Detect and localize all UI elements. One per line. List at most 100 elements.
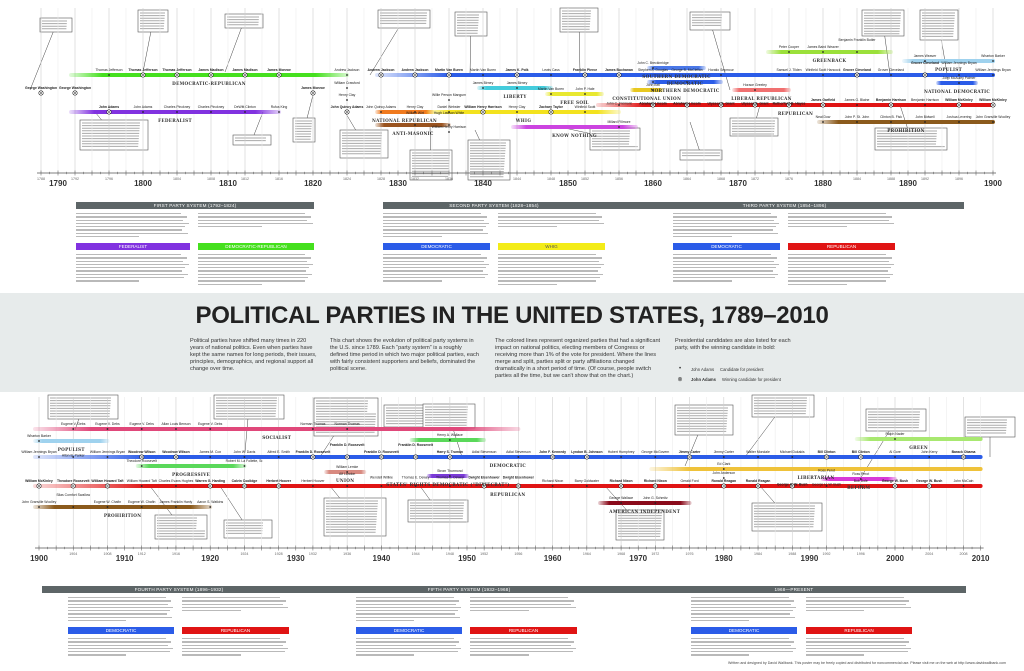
candidate-label: Winfield Scott	[575, 105, 596, 109]
axis-label-decade: 1990	[801, 554, 819, 563]
text-line	[691, 647, 796, 650]
candidate-label: Grover Cleveland	[878, 68, 904, 72]
party-tab-democratic: DEMOCRATIC	[383, 243, 490, 250]
candidate-label: John Anderson	[712, 471, 735, 475]
winning-candidate-label: Barack Obama	[952, 450, 976, 454]
party-label: DEMOCRATIC	[490, 463, 527, 468]
axis-label-year: 1956	[514, 552, 522, 556]
text-line	[788, 219, 889, 221]
text-line	[806, 600, 909, 602]
candidate-dot-icon: •	[678, 366, 682, 372]
candidate-dot-icon	[825, 478, 828, 480]
winner-cross-icon	[448, 455, 452, 459]
text-line	[691, 603, 791, 605]
text-line	[673, 219, 774, 221]
candidate-dot-icon	[924, 104, 926, 106]
axis-label-year: 1928	[275, 552, 283, 556]
text-line	[198, 280, 305, 282]
text-line	[673, 232, 778, 235]
candidate-dot-icon	[890, 121, 892, 123]
text-line	[76, 232, 188, 235]
candidate-label: Allan Louis Benson	[161, 422, 190, 426]
party-label: REFORM	[847, 485, 870, 490]
text-line	[673, 226, 776, 228]
axis-label-year: 1876	[785, 177, 793, 181]
text-line	[691, 597, 789, 599]
candidate-dot-icon	[618, 126, 620, 128]
party-label: POPULIST	[935, 67, 963, 72]
text-line	[383, 222, 489, 225]
party-label: SOCIALIST	[262, 435, 292, 440]
candidate-label: Willie Person Mangum	[432, 93, 466, 97]
text-line	[470, 647, 576, 650]
party-label: STATES' RIGHTS DEMOCRATIC ("DIXIECRAT")	[386, 482, 509, 487]
party-line-gb	[766, 50, 893, 54]
winning-candidate-label: William McKinley	[945, 98, 973, 102]
winning-candidate-label: Abraham Lincoln	[673, 102, 701, 106]
candidate-label: Lewis Cass	[542, 68, 560, 72]
party-label: UNION	[336, 478, 354, 483]
candidate-label: Thomas Jefferson	[95, 68, 122, 72]
candidate-dot-icon	[448, 485, 451, 487]
text-line	[182, 606, 288, 609]
winning-candidate-label: William Howard Taft	[91, 479, 124, 483]
winning-candidate-label: William McKinley	[25, 479, 53, 483]
candidate-dot-icon	[859, 478, 862, 480]
candidate-label: William Lemke	[336, 465, 358, 469]
section-text-block	[498, 254, 605, 287]
candidate-label: James G. Blaine	[845, 98, 870, 102]
candidate-label: George McGovern	[641, 450, 669, 454]
candidate-label: Martin Van Buren	[538, 87, 564, 91]
text-line	[76, 263, 189, 266]
party-line-rep	[596, 103, 995, 107]
party-label: GREEN	[909, 445, 928, 450]
winning-candidate-label: Franklin D. Roosevelt	[296, 450, 332, 454]
axis-label-decade: 1800	[134, 179, 152, 188]
candidate-dot-icon	[106, 456, 109, 458]
text-line	[68, 600, 171, 602]
text-line	[182, 654, 241, 656]
candidate-dot-icon	[825, 485, 828, 487]
candidate-label: Henry Clay	[509, 105, 526, 109]
annotation-box	[559, 7, 599, 33]
candidate-dot-icon	[140, 485, 143, 487]
text-line	[470, 597, 569, 599]
axis-label-year: 1792	[71, 177, 79, 181]
candidate-dot-icon	[722, 468, 725, 470]
page-title: POLITICAL PARTIES IN THE UNITED STATES, …	[195, 302, 829, 329]
party-label: LIBERTARIAN	[797, 475, 834, 480]
winner-cross-icon	[893, 484, 897, 488]
candidate-label: Wendell Willkie	[370, 475, 393, 479]
candidate-label: Eugene V. Debs	[61, 422, 86, 426]
candidate-dot-icon	[517, 456, 520, 458]
candidate-dot-icon	[346, 74, 348, 76]
text-line	[691, 606, 796, 609]
winning-candidate-label: Lyndon B. Johnson	[571, 450, 603, 454]
text-line	[806, 610, 865, 612]
party-tab-democratic-republican: DEMOCRATIC-REPUBLICAN	[198, 243, 314, 250]
candidate-label: Joshua Levering	[947, 115, 972, 119]
text-line	[691, 644, 791, 646]
candidate-label: Alf Landon	[339, 472, 355, 476]
candidate-dot-icon	[722, 477, 725, 479]
axis-label-year: 1896	[955, 177, 963, 181]
text-line	[498, 267, 601, 269]
winning-candidate-label: Dwight Eisenhower	[468, 475, 500, 479]
candidate-dot-icon	[550, 74, 552, 76]
axis-label-year: 1796	[105, 177, 113, 181]
winner-cross-icon	[583, 73, 587, 77]
candidate-dot-icon	[652, 89, 654, 91]
text-line	[76, 226, 186, 228]
party-line-proh	[33, 505, 213, 509]
candidate-label: Andrew Jackson	[335, 68, 360, 72]
candidate-dot-icon	[244, 111, 246, 113]
winning-candidate-label: Franklin Pierce	[573, 68, 597, 72]
candidate-dot-icon	[584, 93, 586, 95]
text-line	[182, 603, 283, 605]
annotation-box	[964, 416, 1016, 438]
candidate-label: Rufus King	[271, 105, 288, 109]
winning-candidate-label: Rutherford B. Hayes	[773, 102, 806, 106]
candidate-label: John C. Breckinridge	[637, 61, 669, 65]
candidate-dot-icon	[346, 87, 348, 89]
candidate-label: Eugene V. Debs	[130, 422, 155, 426]
